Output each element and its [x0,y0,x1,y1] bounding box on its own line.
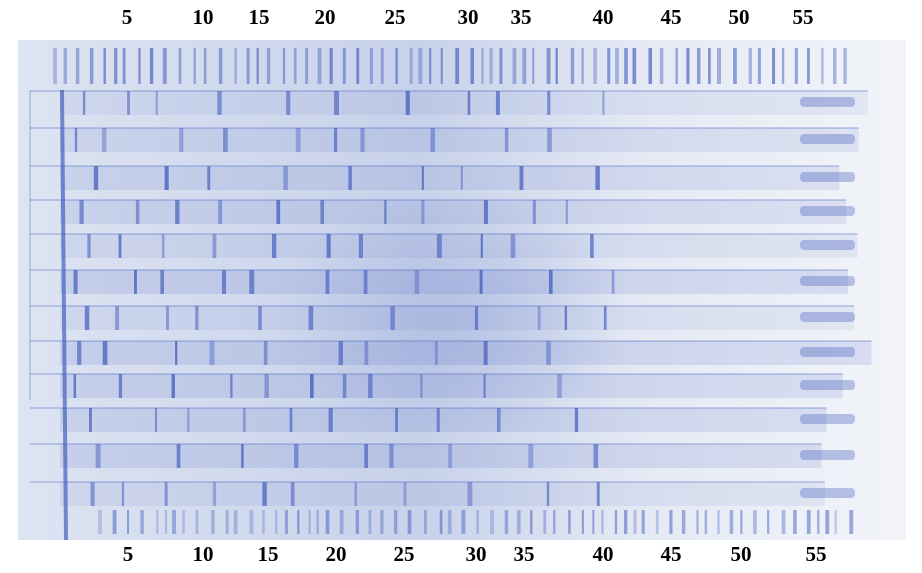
blot-marks [29,48,872,541]
labels: 5 10 15 20 25 30 35 40 45 50 555 10 15 20 25 30 35 40 45 50… [122,5,827,566]
lane-band [60,374,843,398]
bottom-lane-number: 30 [466,542,487,566]
blot-smear [200,120,700,480]
top-lane-number: 55 [793,5,814,29]
lane-note [800,206,855,216]
lane-note [800,380,855,390]
bottom-lane-number: 35 [514,542,535,566]
lane-band [60,341,872,365]
lane-note [800,276,855,286]
lane-note [800,172,855,182]
bottom-lane-number: 55 [806,542,827,566]
lane-band [60,306,855,330]
top-lane-number: 50 [729,5,750,29]
bottom-lane-number: 15 [258,542,279,566]
bottom-lane-number: 5 [123,542,134,566]
lane-edge [60,89,68,541]
bottom-lane-number: 45 [661,542,682,566]
top-lane-number: 30 [458,5,479,29]
top-lane-number: 5 [122,5,133,29]
lane-note [800,312,855,322]
lane-note [800,347,855,357]
lane-band [60,408,827,432]
lane-band [60,91,869,115]
lane-note [800,414,855,424]
lane-band [60,166,840,190]
lane-band [60,482,825,506]
top-lane-number: 35 [511,5,532,29]
top-lane-number: 40 [593,5,614,29]
top-lane-number: 20 [315,5,336,29]
lane-band [60,128,859,152]
lane-note [800,488,855,498]
bottom-lane-number: 20 [326,542,347,566]
lane-note [800,240,855,250]
lane-band [60,200,847,224]
lane-note [800,450,855,460]
lane-note [800,97,855,107]
top-lane-number: 25 [385,5,406,29]
top-lane-number: 15 [249,5,270,29]
bottom-lane-number: 10 [193,542,214,566]
lane-band [60,234,858,258]
lane-band [60,444,822,468]
bottom-lane-number: 40 [593,542,614,566]
lane-band [60,270,848,294]
top-lane-number: 45 [661,5,682,29]
lane-note [800,134,855,144]
bottom-lane-number: 25 [394,542,415,566]
bottom-lane-number: 50 [731,542,752,566]
top-lane-number: 10 [193,5,214,29]
